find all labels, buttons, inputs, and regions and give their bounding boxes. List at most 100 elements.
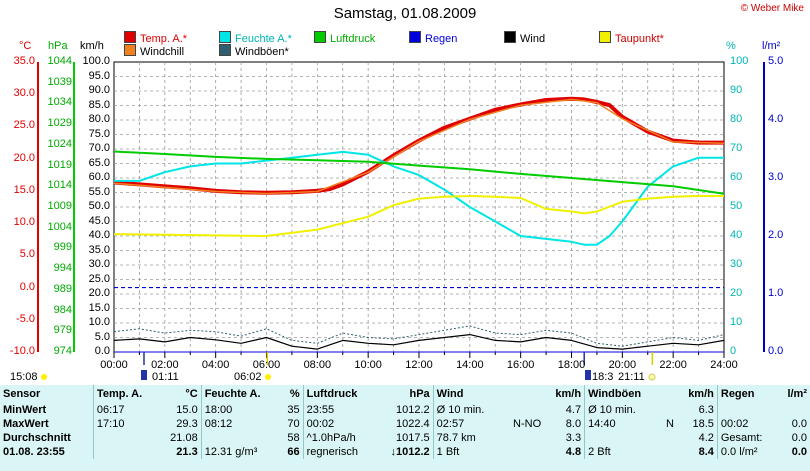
stats-pressure-time: 23:55 <box>302 403 376 417</box>
humidity-tick-label: 40 <box>730 229 743 241</box>
humidity-tick-label: 0 <box>730 345 737 357</box>
stats-row-current: 01.08. 23:55 21.3 12.31 g/m³ 66 regneris… <box>0 445 810 459</box>
time-tick-label: 00:00 <box>100 359 128 371</box>
pressure-tick-label: 984 <box>53 303 72 316</box>
series-line-luftdruck <box>113 150 725 195</box>
rain-tick-label: 4.0 <box>768 113 784 125</box>
stats-rain-info: 0.0 l/m² <box>716 445 778 459</box>
legend-swatch <box>504 31 516 43</box>
time-tick-label: 08:00 <box>303 359 332 371</box>
stats-humidity-time: 18:00 <box>200 403 280 417</box>
stats-row-label: Durchschnitt <box>3 432 71 444</box>
rain-tick-label: 3.0 <box>768 171 784 183</box>
stats-rain-info <box>716 403 778 417</box>
stats-gust-info <box>584 431 660 445</box>
wind-tick-label: 75.0 <box>88 127 110 140</box>
chart-series <box>113 96 725 353</box>
stats-wind-info: 02:57 <box>432 417 502 431</box>
pressure-tick-label: 1009 <box>47 200 72 212</box>
humidity-tick-label: 60 <box>730 171 743 183</box>
stats-wind-value: 3.3 <box>565 432 582 444</box>
stats-wind-info: 78.7 km <box>432 431 502 445</box>
rain-tick-label: 0.0 <box>768 345 784 357</box>
rain-tick-label: 1.0 <box>768 287 784 299</box>
stats-temp-time <box>92 445 159 459</box>
stats-rain-info: 00:02 <box>716 417 778 431</box>
pressure-tick-label: 1029 <box>47 117 72 130</box>
legend-swatch <box>124 44 136 56</box>
stats-row-average: Durchschnitt 21.08 58 ^1.0hPa/h 1017.5 7… <box>0 431 810 445</box>
rain-tick-label: 2.0 <box>768 229 784 241</box>
wind-tick-label: 90.0 <box>88 84 110 96</box>
humidity-tick-label: 90 <box>730 84 743 96</box>
stats-gust-info: 2 Bft <box>584 445 660 459</box>
stats-gust-value: 4.2 <box>698 432 714 444</box>
stats-rain-info: Gesamt: <box>716 431 778 445</box>
pressure-tick-label: 1014 <box>47 179 72 192</box>
wind-tick-label: 85.0 <box>88 98 110 111</box>
sunrise-marker <box>265 374 271 380</box>
stats-gust-info: 14:40 <box>584 417 660 431</box>
wind-tick-label: 60.0 <box>88 171 110 183</box>
time-tick-label: 14:00 <box>456 359 484 371</box>
temp-tick-label: -10.0 <box>9 345 35 357</box>
stats-gust-value: 6.3 <box>698 404 714 416</box>
stats-pressure-value: 1012.2 <box>396 404 430 416</box>
stats-wind-value: 4.8 <box>565 446 582 458</box>
stats-humidity-value: 58 <box>287 432 300 444</box>
time-tick-label: 10:00 <box>354 359 382 371</box>
pressure-tick-label: 1024 <box>47 137 72 150</box>
humidity-tick-label: 30 <box>730 258 743 270</box>
stats-rain-value: 0.0 <box>791 418 807 430</box>
stats-wind-info: 1 Bft <box>432 445 502 459</box>
wind-tick-label: 70.0 <box>88 142 110 154</box>
stats-temp-value: 15.0 <box>176 404 198 416</box>
stats-pressure-trend: ^1.0hPa/h <box>302 431 376 445</box>
stats-forecast: regnerisch <box>302 445 376 459</box>
stats-pressure-value: 1017.5 <box>396 432 430 444</box>
pressure-tick-label: 999 <box>53 241 72 254</box>
legend-item: Regen <box>409 31 457 45</box>
legend-swatch <box>599 31 611 43</box>
legend-label: Temp. A.* <box>140 33 188 45</box>
stats-wind-info: Ø 10 min. <box>432 403 502 417</box>
humidity-tick-label: 100 <box>730 55 749 67</box>
legend-item: Temp. A.* <box>124 31 187 45</box>
wind-tick-label: 30.0 <box>88 258 110 270</box>
wind-tick-label: 25.0 <box>88 272 110 285</box>
stats-temp-time: 06:17 <box>92 403 159 417</box>
stats-header-gust-unit: km/h <box>688 388 714 400</box>
chart-grid <box>113 61 725 353</box>
stats-humidity-time: 08:12 <box>200 417 280 431</box>
pressure-tick-label: 994 <box>53 262 72 275</box>
sunset-time-label: 21:11 <box>618 371 645 383</box>
series-line-windb-en <box>113 325 725 347</box>
humidity-tick-label: 80 <box>730 113 743 125</box>
wind-tick-label: 5.0 <box>94 330 110 343</box>
temp-tick-label: 10.0 <box>13 216 35 229</box>
humidity-tick-label: 50 <box>730 200 743 212</box>
legend-swatch <box>219 31 231 43</box>
time-tick-label: 02:00 <box>151 359 179 371</box>
pressure-tick-label: 974 <box>53 345 72 357</box>
wind-tick-label: 35.0 <box>88 243 110 256</box>
stats-temp-time <box>92 431 159 445</box>
chart-canvas <box>37 61 765 381</box>
time-tick-label: 12:00 <box>405 359 433 371</box>
pressure-tick-label: 1019 <box>47 158 72 171</box>
stats-row-max: MaxWert 17:10 29.3 08:12 70 00:02 1022.4… <box>0 417 810 431</box>
pressure-tick-label: 1039 <box>47 75 72 88</box>
sunset-marker <box>648 373 656 381</box>
wind-tick-label: 65.0 <box>88 156 110 169</box>
stats-header-gust: Windböen <box>584 385 660 403</box>
humidity-tick-label: 20 <box>730 287 743 299</box>
statistics-panel: Sensor Temp. A. °C Feuchte A. % Luftdruc… <box>0 385 810 471</box>
moonset-marker <box>585 370 591 380</box>
temp-axis-unit: °C <box>19 40 32 52</box>
legend-label: Windböen* <box>235 46 289 58</box>
legend-label: Feuchte A.* <box>235 33 292 45</box>
wind-tick-label: 45.0 <box>88 214 110 227</box>
pressure-tick-label: 979 <box>53 324 72 337</box>
wind-tick-label: 0.0 <box>94 345 110 357</box>
stats-pressure-value: ↓1012.2 <box>390 446 430 458</box>
